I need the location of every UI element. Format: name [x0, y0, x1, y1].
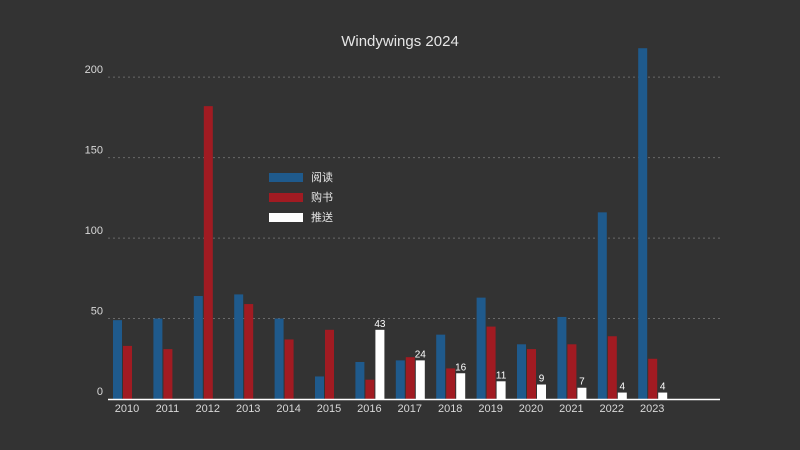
data-label: 11	[496, 370, 507, 381]
y-axis-ticks: 0 50 100 150 200	[85, 64, 103, 398]
bar-1-2020	[527, 349, 536, 399]
bars	[113, 48, 668, 400]
bar-1-2019	[486, 326, 496, 399]
data-label: 43	[374, 319, 386, 330]
legend-label: 推送	[311, 210, 333, 224]
chart-title: Windywings 2024	[341, 33, 459, 50]
x-tick-label: 2014	[276, 403, 300, 415]
x-tick-label: 2013	[236, 403, 260, 415]
bar-1-2013	[244, 304, 254, 399]
data-label: 4	[620, 382, 626, 393]
x-tick-label: 2018	[438, 403, 462, 415]
x-tick-label: 2012	[196, 403, 220, 415]
bar-2-2017	[415, 360, 425, 399]
x-tick-label: 2015	[317, 403, 341, 415]
bar-0-2016	[355, 361, 365, 399]
legend-swatch	[269, 213, 303, 222]
bar-0-2017	[395, 360, 405, 399]
data-label: 16	[455, 362, 467, 373]
x-tick-label: 2011	[156, 403, 180, 415]
bar-1-2018	[446, 368, 456, 399]
bar-2-2023	[658, 392, 668, 399]
grid	[108, 76, 720, 320]
y-tick-label: 100	[85, 225, 103, 237]
legend-label: 购书	[311, 190, 333, 204]
bar-1-2012	[203, 106, 213, 400]
data-label: 7	[579, 377, 585, 388]
x-tick-label: 2023	[640, 403, 664, 415]
bar-0-2013	[234, 294, 244, 399]
y-tick-label: 200	[85, 64, 103, 76]
bar-0-2018	[436, 334, 446, 399]
y-tick-label: 150	[85, 145, 103, 157]
x-tick-label: 2021	[559, 403, 583, 415]
bar-0-2023	[638, 48, 648, 400]
bar-1-2023	[648, 358, 658, 399]
bar-2-2019	[496, 381, 506, 399]
bar-1-2017	[405, 357, 415, 399]
bar-0-2014	[274, 318, 284, 399]
bar-2-2016	[375, 329, 385, 399]
legend-swatch	[269, 193, 303, 202]
x-tick-label: 2010	[115, 403, 139, 415]
bar-1-2021	[567, 344, 577, 399]
data-label: 24	[415, 349, 427, 360]
bar-2-2018	[456, 373, 466, 399]
legend-label: 阅读	[311, 170, 333, 184]
y-tick-label: 50	[91, 306, 103, 318]
bar-0-2012	[193, 296, 203, 399]
bar-0-2020	[517, 344, 526, 399]
bar-2-2021	[577, 387, 587, 399]
data-labels: 43 24 16 11 9 7 4 4	[374, 319, 666, 393]
x-tick-label: 2019	[478, 403, 502, 415]
bar-0-2011	[153, 318, 163, 399]
data-label: 4	[660, 382, 666, 393]
bar-1-2016	[365, 379, 375, 399]
bar-0-2010	[113, 320, 122, 399]
x-tick-label: 2017	[398, 403, 422, 415]
y-tick-label: 0	[97, 386, 103, 398]
bar-2-2022	[617, 392, 627, 399]
bar-1-2015	[325, 329, 334, 399]
bar-1-2010	[123, 345, 132, 399]
bar-1-2011	[163, 349, 173, 399]
bar-0-2019	[476, 297, 486, 399]
bar-2-2020	[537, 384, 546, 399]
bar-1-2014	[284, 339, 294, 399]
bar-0-2021	[557, 316, 567, 399]
x-axis-ticks: 2010 2011 2012 2013 2014 2015 2016 2017 2018 2019…	[115, 403, 665, 415]
data-label: 9	[539, 374, 545, 385]
x-tick-label: 2016	[357, 403, 381, 415]
legend-swatch	[269, 173, 303, 182]
x-tick-label: 2020	[519, 403, 543, 415]
bar-1-2022	[607, 336, 617, 399]
bar-0-2022	[597, 212, 607, 399]
x-tick-label: 2022	[600, 403, 624, 415]
bar-0-2015	[315, 376, 324, 399]
